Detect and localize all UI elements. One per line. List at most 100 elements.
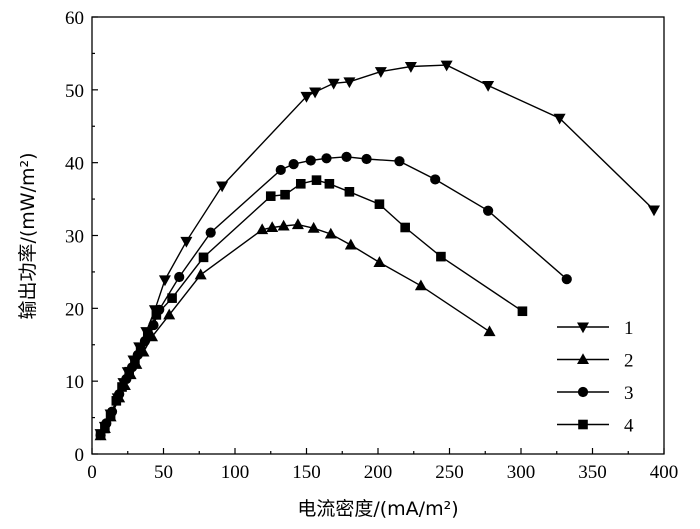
series-2-point bbox=[194, 268, 207, 280]
legend-label: 4 bbox=[624, 416, 634, 437]
series-4-line bbox=[100, 179, 523, 436]
legend-item-1: 1 bbox=[557, 318, 634, 339]
series-3-point bbox=[305, 155, 316, 166]
y-tick-label: 20 bbox=[65, 299, 84, 320]
series-3-point bbox=[288, 159, 299, 170]
series-3-point bbox=[394, 156, 405, 167]
series-4-point bbox=[95, 430, 106, 440]
series-1-point bbox=[180, 236, 193, 248]
series-1-point bbox=[482, 80, 495, 92]
series-4-point bbox=[111, 396, 122, 406]
series-1-point bbox=[440, 60, 453, 72]
series-layer bbox=[94, 60, 660, 441]
series-4-point bbox=[374, 199, 385, 209]
series-1-point bbox=[216, 181, 229, 193]
plot-frame bbox=[91, 16, 665, 455]
legend-label: 3 bbox=[624, 383, 634, 404]
series-4-point bbox=[344, 187, 355, 197]
series-2-point bbox=[163, 308, 176, 320]
series-4-point bbox=[295, 178, 306, 189]
series-4-point bbox=[124, 366, 134, 377]
series-3-point bbox=[321, 153, 332, 164]
series-1-point bbox=[553, 113, 566, 125]
x-tick-label: 400 bbox=[650, 462, 679, 483]
y-tick-label: 0 bbox=[75, 445, 85, 466]
series-1-point bbox=[300, 91, 313, 103]
series-1 bbox=[94, 60, 660, 440]
y-tick-label: 10 bbox=[65, 372, 84, 393]
y-tick-label: 50 bbox=[65, 81, 84, 102]
series-3-point bbox=[205, 227, 216, 238]
series-1-point bbox=[647, 205, 660, 217]
series-3-point bbox=[275, 164, 286, 176]
series-4-point bbox=[280, 189, 290, 200]
series-4-point bbox=[117, 382, 127, 392]
series-3-point bbox=[483, 205, 494, 216]
series-3-point bbox=[561, 274, 572, 285]
series-3-point bbox=[174, 271, 185, 283]
x-tick-label: 50 bbox=[154, 462, 173, 483]
series-2-point bbox=[414, 279, 427, 291]
series-1-point bbox=[374, 67, 387, 78]
series-3-point bbox=[341, 151, 352, 162]
series-2-point bbox=[266, 221, 279, 232]
y-axis-title: 输出功率/(mW/m²) bbox=[17, 152, 39, 319]
y-tick-label: 60 bbox=[65, 8, 84, 29]
y-tick-label: 30 bbox=[65, 227, 84, 248]
series-3-point bbox=[361, 153, 372, 165]
series-1-point bbox=[327, 78, 340, 90]
series-4-point bbox=[198, 252, 209, 263]
series-2-point bbox=[373, 256, 386, 267]
x-tick-label: 350 bbox=[578, 462, 607, 483]
x-tick-label: 0 bbox=[87, 462, 97, 483]
series-4-point bbox=[100, 423, 110, 434]
x-tick-label: 150 bbox=[292, 462, 321, 483]
x-tick-label: 250 bbox=[435, 462, 464, 483]
x-tick-label: 200 bbox=[364, 462, 393, 483]
series-1-point bbox=[158, 275, 171, 287]
series-2-point bbox=[483, 325, 496, 337]
plot-border bbox=[91, 16, 665, 455]
series-2-point bbox=[307, 221, 320, 233]
legend-item-4: 4 bbox=[557, 416, 634, 437]
series-2-point bbox=[256, 223, 269, 235]
series-2-line bbox=[99, 223, 490, 437]
series-2-point bbox=[291, 218, 304, 230]
series-4 bbox=[95, 175, 528, 440]
series-4-point bbox=[105, 411, 116, 421]
series-4-point bbox=[265, 191, 276, 201]
series-1-point bbox=[343, 77, 356, 89]
series-4-point bbox=[135, 344, 146, 354]
legend-label: 1 bbox=[624, 318, 634, 339]
series-3-point bbox=[430, 174, 441, 185]
series-4-point bbox=[167, 293, 177, 303]
series-4-point bbox=[436, 251, 446, 262]
legend-item-3: 3 bbox=[557, 383, 634, 404]
x-axis: 0 50 100 150 200 250 300 350 400 bbox=[87, 448, 678, 483]
series-4-point bbox=[311, 175, 322, 185]
x-tick-label: 300 bbox=[507, 462, 536, 483]
legend-marker bbox=[577, 322, 589, 334]
series-2-point bbox=[324, 227, 337, 239]
series-1-line bbox=[99, 64, 655, 434]
legend-marker bbox=[577, 386, 589, 398]
series-4-point bbox=[142, 328, 153, 338]
series-2-point bbox=[277, 219, 290, 231]
legend: 1 2 3 4 bbox=[557, 318, 634, 437]
series-2-point bbox=[344, 238, 357, 250]
legend-marker bbox=[577, 353, 589, 364]
series-4-point bbox=[151, 310, 162, 320]
y-tick-label: 40 bbox=[65, 154, 84, 175]
series-1-point bbox=[309, 87, 322, 99]
series-1-point bbox=[404, 62, 417, 73]
x-tick-label: 100 bbox=[221, 462, 250, 483]
y-axis: 0 10 20 30 40 50 60 bbox=[65, 8, 98, 466]
legend-label: 2 bbox=[624, 351, 634, 372]
series-4-point bbox=[517, 306, 528, 317]
series-4-point bbox=[324, 178, 335, 189]
series-4-point bbox=[400, 222, 410, 233]
series-4-point bbox=[130, 355, 140, 366]
legend-marker bbox=[578, 419, 588, 430]
x-axis-title: 电流密度/(mA/m²) bbox=[297, 498, 458, 520]
